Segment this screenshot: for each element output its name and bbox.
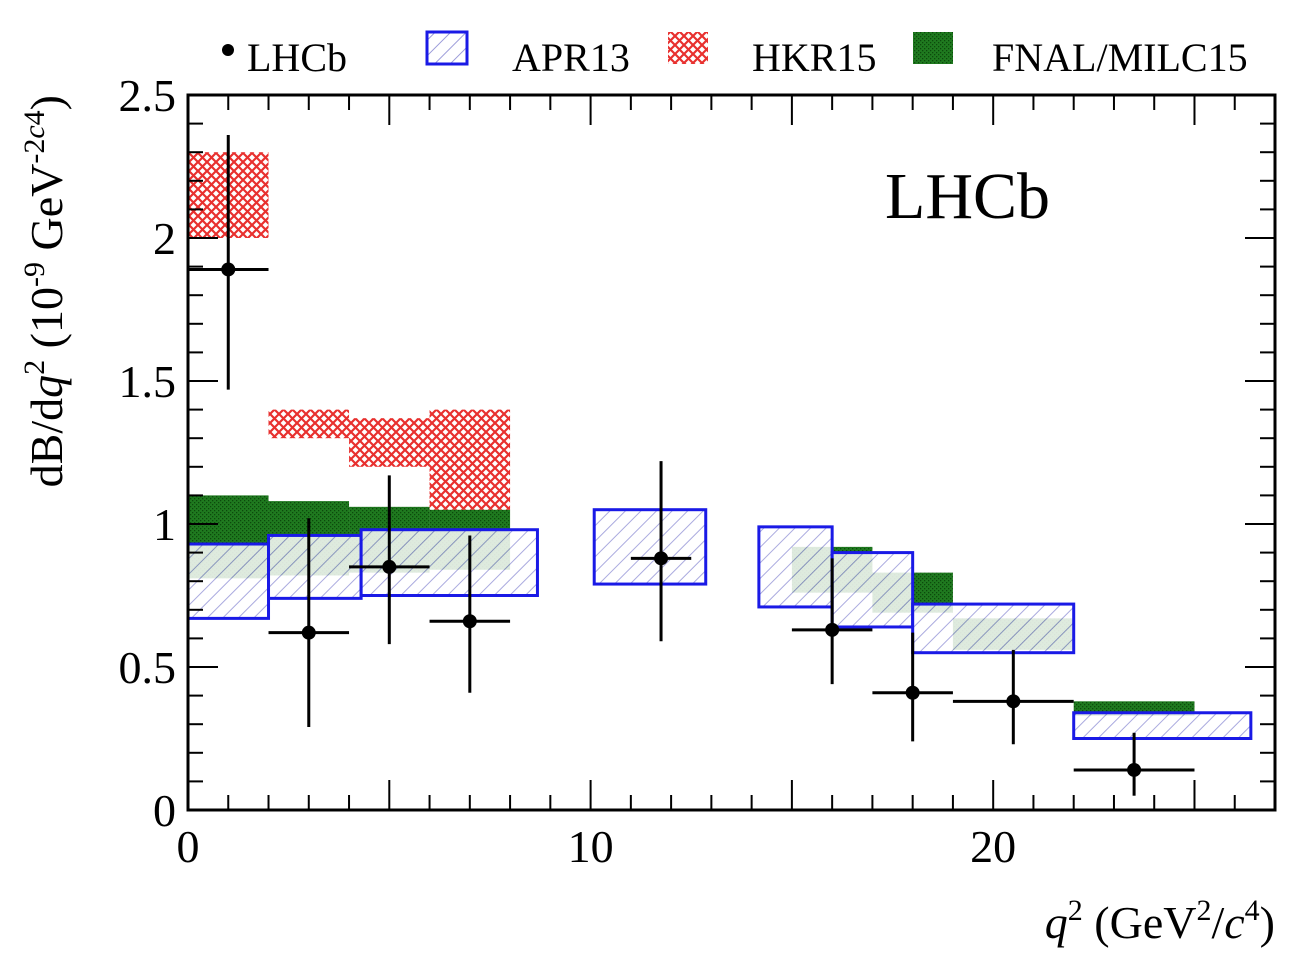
bands-layer	[186, 152, 1253, 741]
lhcb-point-1	[268, 518, 350, 728]
legend-item-apr13: APR13	[425, 30, 630, 80]
apr13-bin-3	[592, 508, 708, 586]
x-axis-title: q2 (GeV2/c4)	[1045, 894, 1275, 948]
legend-item-lhcb: LHCb	[222, 35, 347, 80]
y-axis-title: dB/dq2 (10-9 GeV-2c4)	[18, 95, 72, 487]
x-tick-label-1: 10	[568, 821, 614, 872]
y-tick-label-1: 0.5	[119, 642, 177, 693]
legend: LHCb APR13 HKR15 FNAL/MILC15	[222, 30, 1248, 80]
lhcb-marker-0	[221, 262, 236, 277]
lhcb-marker-1	[301, 625, 316, 640]
lhcb-point-3	[429, 535, 511, 693]
plot-frame	[186, 93, 1277, 812]
x-tick-label-2: 20	[970, 821, 1016, 872]
apr13-bin-7	[1072, 711, 1253, 741]
lhcb-marker-7	[1006, 694, 1021, 709]
lhcb-marker-6	[905, 685, 920, 700]
hkr15-bin-3	[429, 409, 511, 510]
axis-ticks: 0 10 20 0 0.5 1 1.5 2 2.5	[119, 70, 1276, 872]
y-tick-label-3: 1.5	[119, 356, 177, 407]
legend-label-fnal: FNAL/MILC15	[992, 35, 1248, 80]
lhcb-marker-4	[654, 551, 669, 566]
legend-label-lhcb: LHCb	[247, 35, 347, 80]
hkr15-bin-1	[268, 409, 350, 439]
y-tick-label-4: 2	[153, 213, 176, 264]
legend-label-apr13: APR13	[512, 35, 630, 80]
lhcb-point-7	[952, 649, 1074, 745]
legend-symbol-apr13	[425, 30, 469, 66]
lhcb-points-layer	[188, 135, 1195, 796]
lhcb-marker-3	[462, 614, 477, 629]
legend-item-hkr15: HKR15	[668, 32, 876, 80]
plot-border	[186, 93, 1277, 812]
chart-annotation: LHCb	[885, 160, 1050, 233]
hkr15-bin-2	[349, 418, 430, 467]
legend-item-fnal: FNAL/MILC15	[913, 32, 1248, 80]
apr13-bin-6	[911, 602, 1076, 655]
lhcb-marker-8	[1127, 762, 1142, 777]
apr13-bin-1	[267, 533, 363, 600]
x-tick-label-0: 0	[177, 821, 200, 872]
lhcb-marker-2	[382, 559, 397, 574]
lhcb-point-8	[1073, 732, 1195, 796]
lhcb-point-6	[872, 632, 953, 742]
legend-symbol-fnal	[913, 32, 953, 64]
legend-label-hkr15: HKR15	[752, 35, 876, 80]
legend-symbol-lhcb	[222, 44, 234, 56]
legend-symbol-hkr15	[668, 32, 708, 64]
y-tick-label-2: 1	[153, 499, 176, 550]
y-tick-label-5: 2.5	[119, 70, 177, 121]
lhcb-point-4	[630, 461, 692, 642]
apr13-bin-4	[757, 525, 834, 609]
lhcb-point-2	[349, 475, 430, 645]
lhcb-point-0	[188, 135, 269, 390]
lhcb-marker-5	[825, 622, 840, 637]
apr13-bin-5	[830, 551, 915, 629]
lhcb-point-5	[791, 558, 873, 685]
y-tick-label-0: 0	[153, 785, 176, 836]
